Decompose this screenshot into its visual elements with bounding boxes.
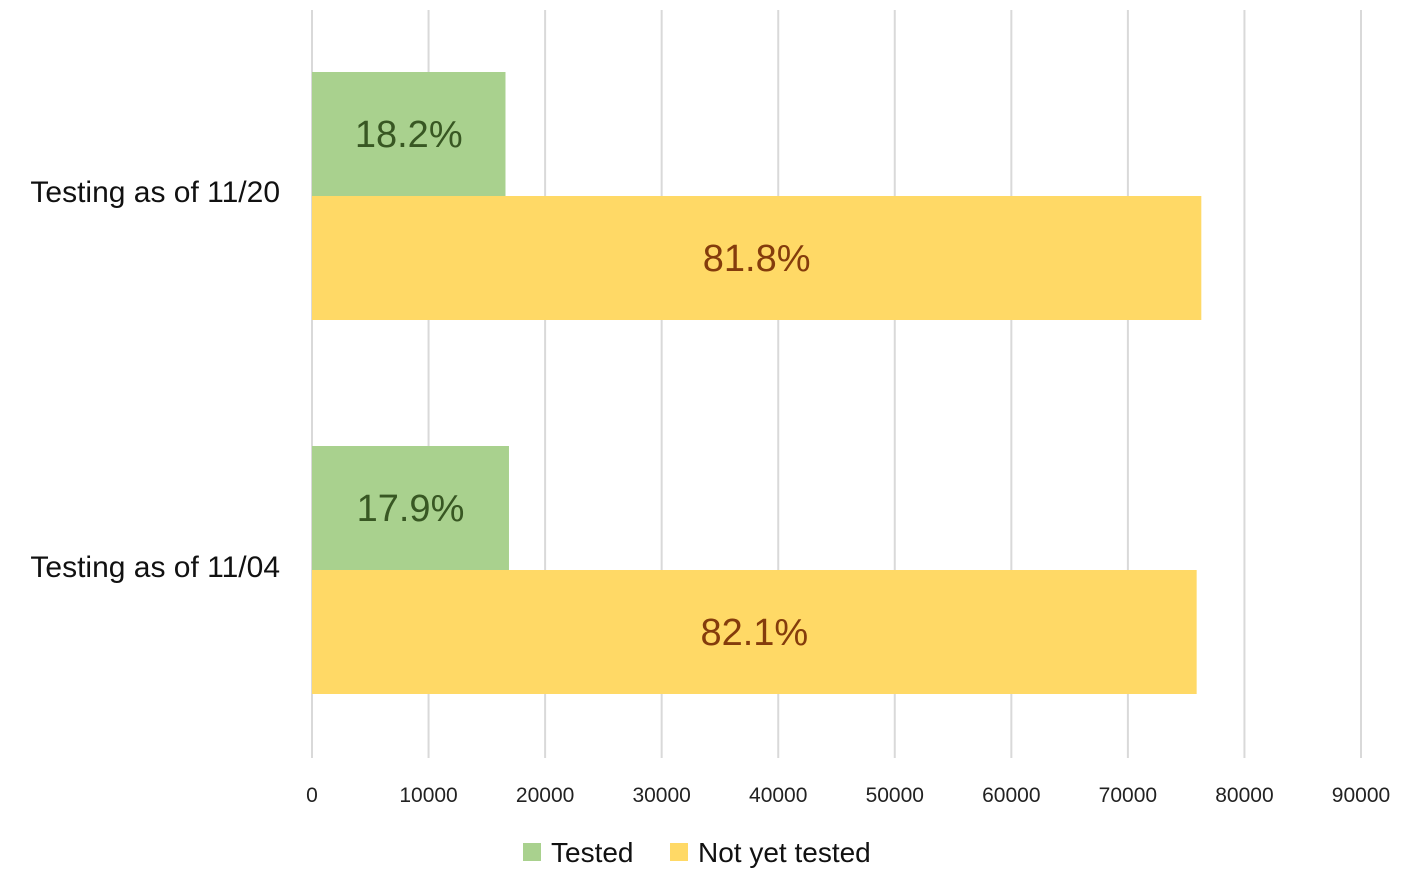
data-labels: 18.2% 81.8% 17.9% 82.1% (355, 114, 811, 654)
data-label: 81.8% (703, 238, 811, 280)
legend-swatch (670, 843, 688, 861)
legend-label: Tested (551, 837, 634, 868)
legend-item: Tested (523, 837, 634, 868)
bar-tested (312, 446, 509, 570)
x-tick-label: 30000 (632, 784, 690, 807)
bar-tested (312, 72, 506, 196)
x-tick-label: 90000 (1332, 784, 1390, 807)
data-label: 18.2% (355, 114, 463, 156)
x-tick-label: 50000 (866, 784, 924, 807)
bars (312, 72, 1202, 694)
x-tick-label: 20000 (516, 784, 574, 807)
x-tick-label: 80000 (1215, 784, 1273, 807)
x-tick-label: 10000 (399, 784, 457, 807)
data-label: 82.1% (700, 612, 808, 654)
legend-label: Not yet tested (698, 837, 871, 868)
x-tick-label: 70000 (1099, 784, 1157, 807)
legend-swatch (523, 843, 541, 861)
x-tick-label: 60000 (982, 784, 1040, 807)
bar-not-yet-tested (312, 196, 1202, 320)
data-label: 17.9% (357, 488, 465, 530)
legend: Tested Not yet tested (523, 837, 871, 868)
x-axis-ticks: 0 10000 20000 30000 40000 50000 60000 70000 8000… (306, 784, 1390, 807)
category-label: Testing as of 11/20 (30, 176, 280, 209)
x-tick-label: 40000 (749, 784, 807, 807)
legend-item: Not yet tested (670, 837, 871, 868)
category-label: Testing as of 11/04 (30, 551, 280, 584)
bar-not-yet-tested (312, 570, 1197, 694)
x-tick-label: 0 (306, 784, 318, 807)
y-axis-categories: Testing as of 11/20 Testing as of 11/04 (30, 176, 280, 584)
